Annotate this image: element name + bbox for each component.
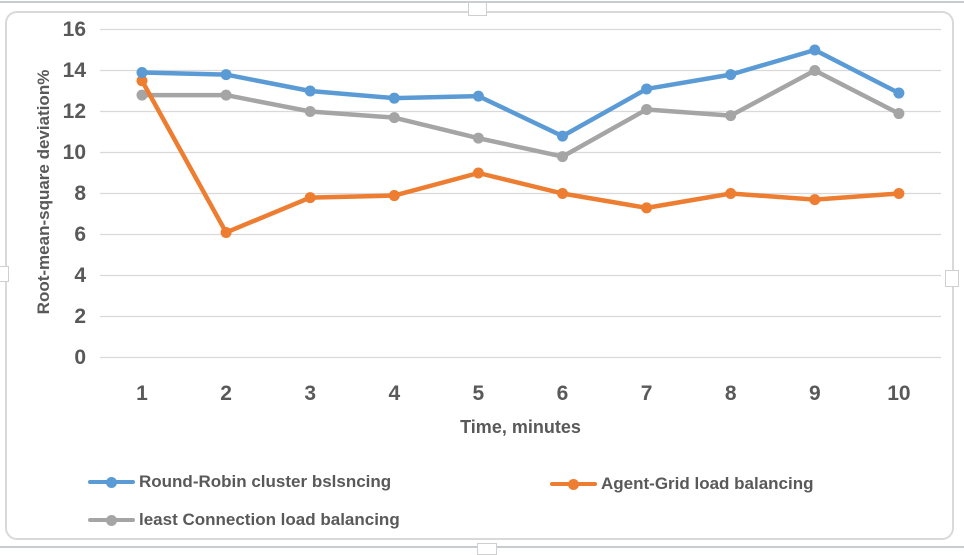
legend-line-marker-icon [88, 476, 135, 488]
legend-label: least Connection load balancing [139, 510, 400, 529]
legend-item-least-connection[interactable]: least Connection load balancing [88, 507, 400, 533]
resize-handle-bottom[interactable] [477, 543, 497, 555]
legend-item-agent-grid[interactable]: Agent-Grid load balancing [550, 471, 814, 497]
resize-handle-top[interactable] [468, 2, 487, 16]
legend-label: Agent-Grid load balancing [601, 474, 814, 493]
y-axis-title-text: Root-mean-square deviation% [34, 69, 53, 315]
resize-handle-left[interactable] [0, 266, 9, 282]
resize-handle-right[interactable] [945, 270, 959, 287]
legend-item-round-robin[interactable]: Round-Robin cluster bslsncing [88, 469, 391, 495]
legend-dot-icon [106, 476, 117, 488]
x-axis-title: Time, minutes [460, 417, 581, 437]
legend-dot-icon [106, 514, 117, 526]
legend-label: Round-Robin cluster bslsncing [139, 472, 392, 491]
legend-line-marker-icon [88, 514, 135, 526]
legend-line-marker-icon [550, 478, 597, 490]
legend-dot-icon [568, 478, 579, 490]
chart-frame[interactable] [5, 11, 954, 540]
